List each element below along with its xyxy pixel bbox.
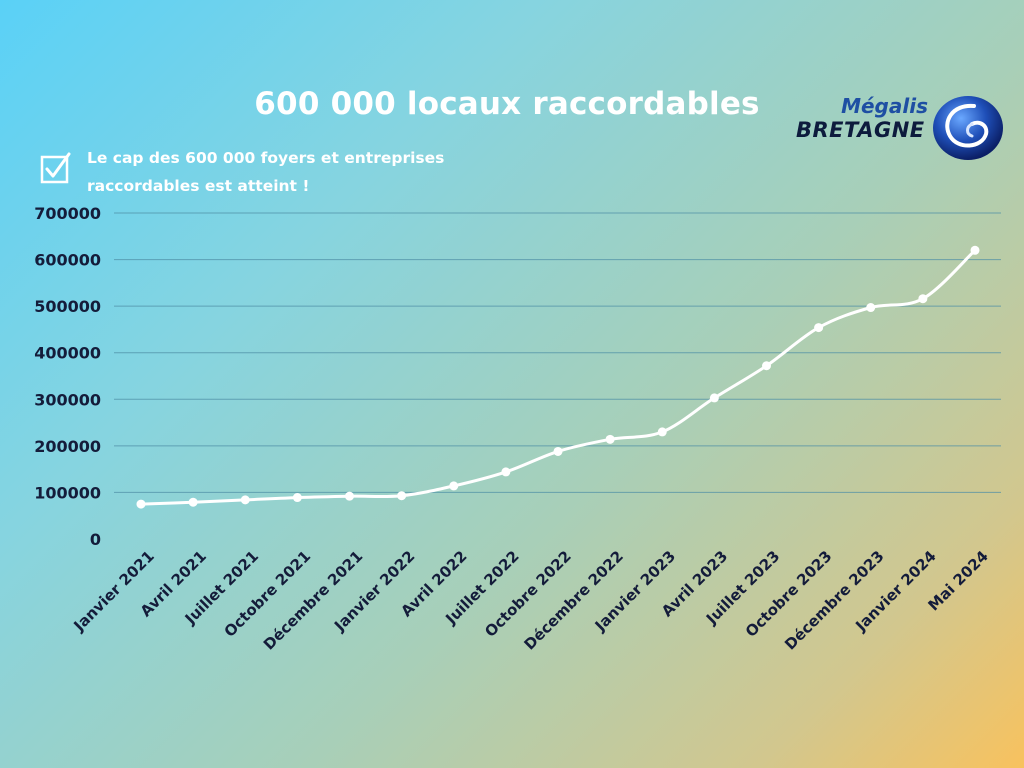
data-point <box>657 427 667 437</box>
data-point <box>188 497 198 507</box>
x-tick-label: Décembre 2023 <box>781 547 887 653</box>
data-point <box>240 495 250 505</box>
data-point <box>136 499 146 509</box>
y-tick-label: 200000 <box>34 437 101 456</box>
y-tick-label: 600000 <box>34 251 101 270</box>
data-point <box>292 493 302 503</box>
data-point <box>814 323 824 333</box>
y-tick-label: 700000 <box>34 204 101 223</box>
logo-line-1: Mégalis <box>841 94 928 118</box>
milestone-text-line-1: Le cap des 600 000 foyers et entreprises <box>87 149 445 167</box>
x-tick-label: Janvier 2021 <box>70 547 158 635</box>
swirl-globe-icon <box>933 96 1003 160</box>
series-layer <box>140 249 977 506</box>
data-point <box>501 467 511 477</box>
data-point <box>762 361 771 371</box>
y-tick-label: 0 <box>90 530 101 549</box>
y-axis: 0 100000 200000 300000 400000 500000 600000 700… <box>34 204 101 549</box>
data-point <box>709 393 719 403</box>
points-layer <box>136 245 980 509</box>
grid-layer <box>114 212 1001 493</box>
y-tick-label: 300000 <box>34 390 101 409</box>
y-tick-label: 400000 <box>34 344 101 363</box>
data-point <box>866 303 876 313</box>
data-point <box>918 294 928 304</box>
megalis-bretagne-logo: Mégalis BRETAGNE <box>796 90 1012 170</box>
logo-line-2: BRETAGNE <box>796 118 925 142</box>
milestone-text: Le cap des 600 000 foyers et entreprises… <box>87 144 444 200</box>
data-point <box>397 491 407 501</box>
chart-title: 600 000 locaux raccordables <box>254 86 760 122</box>
data-point <box>553 446 563 456</box>
x-tick-label: Décembre 2022 <box>520 547 626 653</box>
y-tick-label: 100000 <box>34 483 101 502</box>
milestone-text-line-2: raccordables est atteint ! <box>87 177 310 195</box>
checkbox-icon <box>40 152 71 184</box>
data-point <box>970 245 980 255</box>
data-point <box>345 491 354 501</box>
data-point <box>605 434 615 444</box>
series-line <box>140 249 977 506</box>
data-point <box>449 481 459 491</box>
y-tick-label: 500000 <box>34 297 101 316</box>
x-tick-label: Décembre 2021 <box>260 547 366 653</box>
